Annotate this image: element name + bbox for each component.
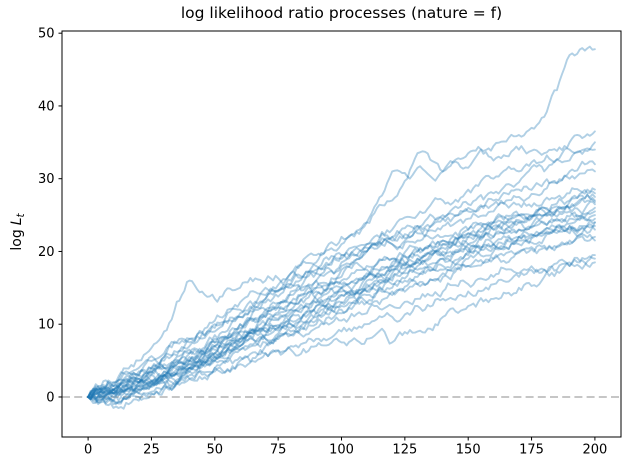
- llr-process-line: [87, 188, 596, 400]
- x-tick-label: 75: [270, 443, 287, 458]
- y-axis-label-pre: log: [9, 229, 25, 250]
- llr-process-line: [87, 147, 596, 402]
- x-tick-label: 175: [519, 443, 544, 458]
- x-axis-ticks: 0 25 50 75 100 125 150 175 200: [84, 437, 607, 458]
- y-axis-label: log Lt: [9, 212, 27, 250]
- llr-process-line: [87, 160, 596, 398]
- llr-process-line: [87, 210, 596, 401]
- llr-process-line: [87, 196, 596, 406]
- llr-process-line: [87, 193, 596, 398]
- llr-process-line: [87, 221, 596, 398]
- llr-process-line: [87, 141, 596, 398]
- y-axis-ticks: 0 10 20 30 40 50: [38, 27, 62, 405]
- llr-process-line: [87, 233, 596, 401]
- llr-process-line: [87, 254, 596, 406]
- x-tick-label: 25: [143, 443, 160, 458]
- y-tick-label: 50: [38, 27, 55, 42]
- llr-process-line: [87, 235, 596, 410]
- llr-process-line: [87, 216, 596, 405]
- llr-process-line: [87, 214, 596, 400]
- llr-process-line: [87, 219, 596, 405]
- y-tick-label: 10: [38, 318, 55, 333]
- llr-process-line: [87, 256, 596, 398]
- y-tick-label: 0: [46, 390, 54, 405]
- llr-process-line: [87, 168, 596, 401]
- llr-process-line: [87, 187, 596, 398]
- llr-process-line: [87, 223, 596, 403]
- llr-process-line: [87, 200, 596, 398]
- llr-process-line: [87, 45, 596, 401]
- y-axis-label-var: L: [9, 217, 25, 225]
- llr-process-line: [87, 255, 596, 403]
- llr-process-line: [87, 193, 596, 398]
- x-tick-label: 125: [392, 443, 417, 458]
- x-tick-label: 100: [329, 443, 354, 458]
- x-tick-label: 200: [582, 443, 607, 458]
- series-lines: [87, 45, 596, 410]
- llr-process-line: [87, 130, 596, 400]
- x-tick-label: 50: [207, 443, 224, 458]
- chart-title: log likelihood ratio processes (nature =…: [181, 4, 502, 22]
- llr-process-line: [87, 224, 596, 398]
- llr-process-line: [87, 206, 596, 399]
- y-tick-label: 30: [38, 172, 55, 187]
- y-tick-label: 20: [38, 245, 55, 260]
- x-tick-label: 0: [84, 443, 92, 458]
- x-tick-label: 150: [456, 443, 481, 458]
- y-tick-label: 40: [38, 99, 55, 114]
- y-axis-label-sub: t: [15, 212, 27, 217]
